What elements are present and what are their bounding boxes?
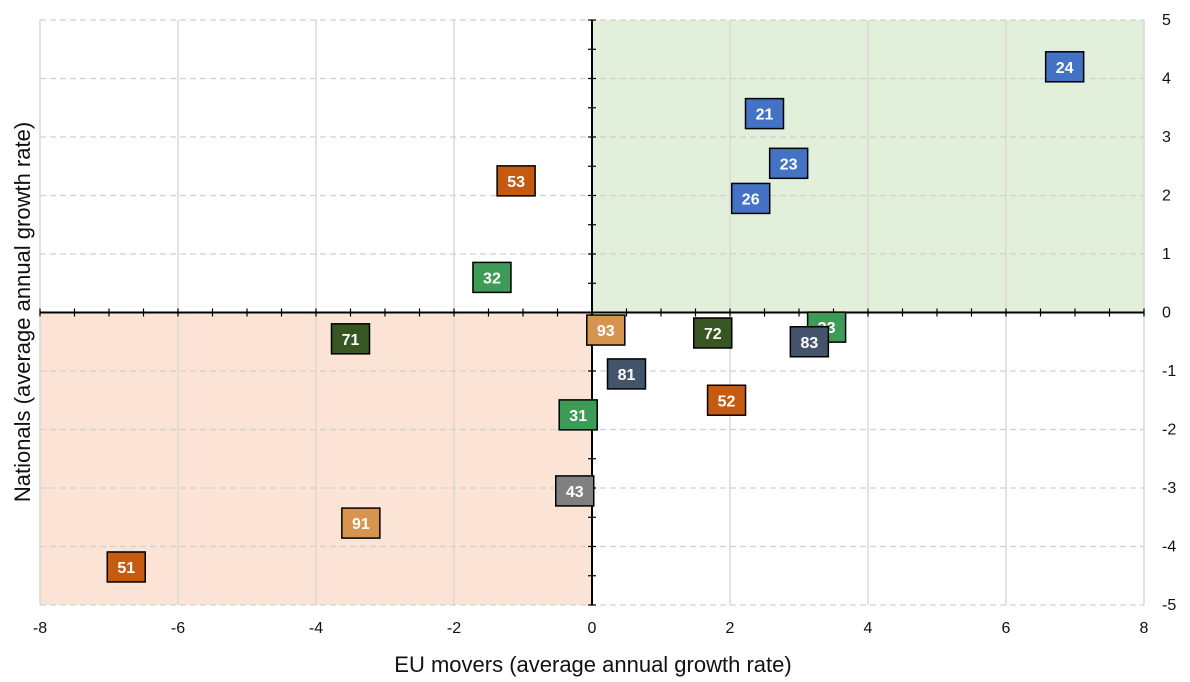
x-tick-label: -2 — [447, 620, 461, 637]
data-point-label: 23 — [780, 156, 798, 173]
x-tick-label: -8 — [33, 620, 47, 637]
data-point: 71 — [330, 323, 371, 355]
y-tick-label: 1 — [1162, 246, 1171, 263]
data-point: 91 — [341, 507, 381, 539]
data-point: 93 — [586, 314, 626, 346]
data-point: 52 — [706, 384, 747, 416]
data-point: 51 — [106, 551, 146, 583]
data-point: 81 — [606, 358, 647, 390]
data-point-label: 21 — [756, 107, 774, 124]
data-point-label: 71 — [342, 332, 360, 349]
x-tick-label: -4 — [309, 620, 323, 637]
data-point: 26 — [730, 182, 771, 215]
y-tick-label: 4 — [1162, 71, 1171, 88]
data-point-label: 51 — [117, 560, 135, 577]
data-point: 23 — [768, 147, 809, 180]
x-tick-label: 8 — [1140, 620, 1149, 637]
y-tick-label: 3 — [1162, 129, 1171, 146]
data-point-label: 83 — [800, 335, 818, 352]
data-point: 32 — [472, 261, 512, 294]
y-axis-title: Nationals (average annual growth rate) — [10, 122, 35, 502]
data-point-marker — [706, 384, 747, 416]
x-tick-label: -6 — [171, 620, 185, 637]
x-tick-label: 4 — [864, 620, 873, 637]
data-point-marker — [744, 97, 785, 130]
y-tick-label: -4 — [1162, 539, 1176, 556]
data-point: 31 — [558, 399, 598, 431]
data-point: 24 — [1044, 51, 1085, 83]
data-point-label: 52 — [718, 393, 736, 410]
data-point-label: 32 — [483, 270, 501, 287]
data-point: 21 — [744, 97, 785, 130]
data-point-marker — [1044, 51, 1085, 83]
data-point-label: 91 — [352, 516, 370, 533]
data-point: 72 — [693, 317, 733, 349]
y-tick-label: 5 — [1162, 12, 1171, 29]
data-point-marker — [768, 147, 809, 180]
data-point-marker — [555, 475, 595, 507]
data-point-marker — [106, 551, 146, 583]
data-point: 43 — [555, 475, 595, 507]
data-point-marker — [496, 165, 536, 197]
data-point: 53 — [496, 165, 536, 197]
data-point-label: 93 — [597, 323, 615, 340]
data-point-label: 43 — [566, 484, 584, 501]
x-tick-label: 2 — [726, 620, 735, 637]
data-point-marker — [693, 317, 733, 349]
data-point-marker — [606, 358, 647, 390]
data-points: 2421232653327193723383815231439151 — [106, 51, 1085, 583]
data-point-label: 72 — [704, 326, 722, 343]
x-axis-title: EU movers (average annual growth rate) — [394, 652, 791, 677]
data-point: 83 — [789, 326, 830, 358]
data-point-label: 31 — [569, 408, 587, 425]
x-tick-label: 6 — [1002, 620, 1011, 637]
data-point-label: 24 — [1056, 60, 1074, 77]
y-tick-label: 0 — [1162, 305, 1171, 322]
data-point-marker — [558, 399, 598, 431]
y-tick-label: -3 — [1162, 480, 1176, 497]
y-tick-label: -1 — [1162, 363, 1176, 380]
data-point-marker — [586, 314, 626, 346]
data-point-marker — [330, 323, 371, 355]
data-point-marker — [730, 182, 771, 215]
y-tick-label: -2 — [1162, 422, 1176, 439]
y-tick-label: 2 — [1162, 188, 1171, 205]
data-point-marker — [789, 326, 830, 358]
data-point-label: 26 — [742, 191, 760, 208]
data-point-marker — [472, 261, 512, 294]
data-point-label: 81 — [618, 367, 636, 384]
axes — [39, 19, 1145, 606]
data-point-label: 53 — [507, 174, 525, 191]
y-tick-label: -5 — [1162, 597, 1176, 614]
data-point-marker — [341, 507, 381, 539]
x-tick-label: 0 — [588, 620, 597, 637]
